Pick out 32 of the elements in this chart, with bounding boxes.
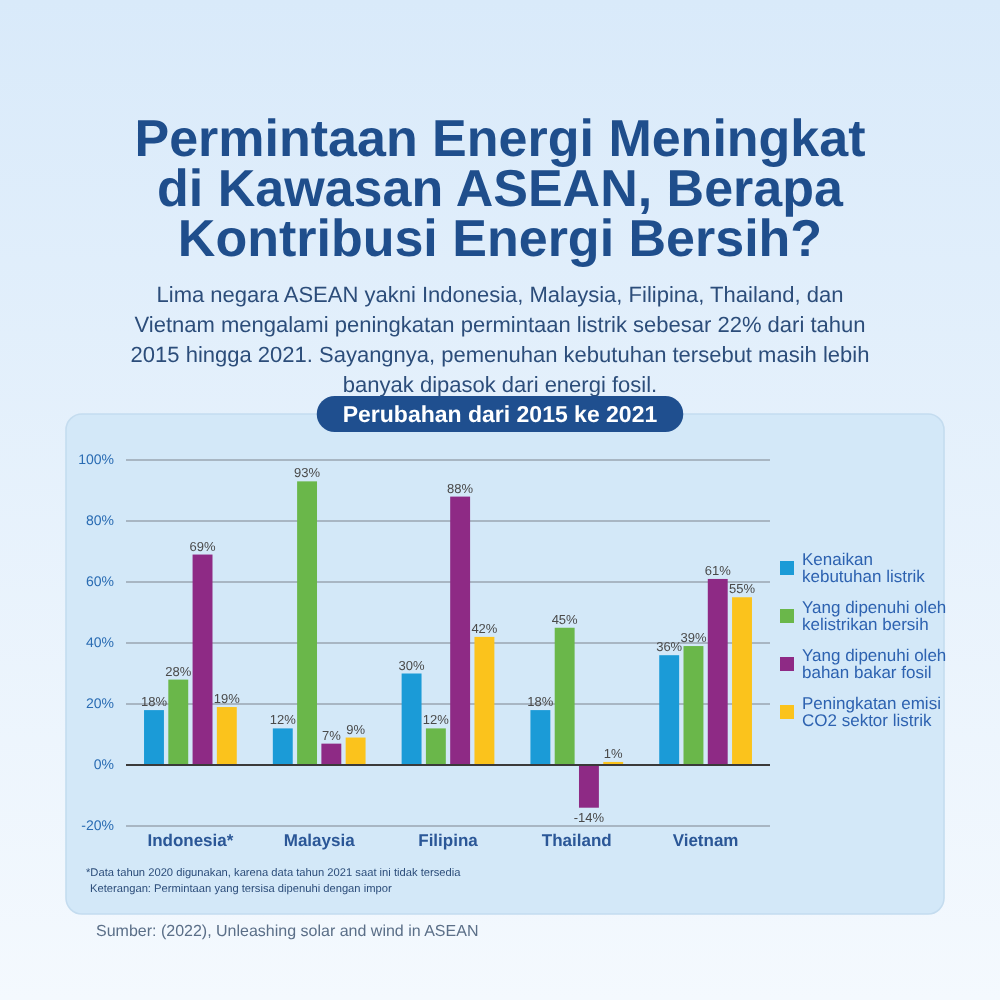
heading-pill: Perubahan dari 2015 ke 2021: [316, 396, 684, 432]
bar: [450, 496, 471, 765]
text: Sumber: (2022), Unleashing solar and wind in ASEAN: [96, 922, 479, 940]
x-tick-label: Malaysia: [283, 830, 356, 850]
bar: [732, 597, 752, 765]
bar: [425, 728, 446, 765]
bar: [401, 673, 422, 765]
legend-label: Kenaikan kebutuhan listrik: [802, 549, 927, 586]
legend-label: Peningkatan emisi CO2 sektor listrik: [802, 693, 942, 730]
bar: [144, 710, 164, 765]
bar: [474, 636, 495, 765]
bar: [530, 710, 551, 765]
bar: [192, 554, 213, 765]
bar: [554, 627, 575, 765]
chart-subtitle: Lima negara ASEAN yakni Indonesia, Malaysia, Filipina, Thailand, dan Vietnam mengalami peningkatan permintaan listrik sebesar 22% dari tahun 2015 hingga 2021. Sayangnya, pemenuhan kebutuhan tersebut masih lebih banyak dipasok dari energi fosil.: [130, 284, 870, 398]
bar: [659, 655, 680, 765]
bar: [345, 737, 366, 765]
bar: [683, 646, 704, 765]
bar: [216, 707, 237, 765]
bar: [297, 481, 318, 765]
bar: [168, 679, 189, 765]
x-tick-label: Indonesia*: [147, 830, 235, 850]
bar: [321, 743, 342, 765]
bar: [578, 765, 599, 808]
bar: [272, 728, 293, 765]
legend-label: Yang dipenuhi oleh bahan bakar fosil: [802, 645, 947, 682]
bar: [707, 578, 728, 765]
legend-label: Yang dipenuhi oleh kelistrikan bersih: [802, 597, 947, 634]
x-tick-label: Filipina: [418, 830, 479, 850]
x-tick-label: Vietnam: [672, 830, 740, 850]
chart-title: Permintaan Energi Meningkat di Kawasan ASEAN, Berapa Kontribusi Energi Bersih?: [134, 108, 867, 268]
x-tick-label: Thailand: [541, 830, 612, 850]
